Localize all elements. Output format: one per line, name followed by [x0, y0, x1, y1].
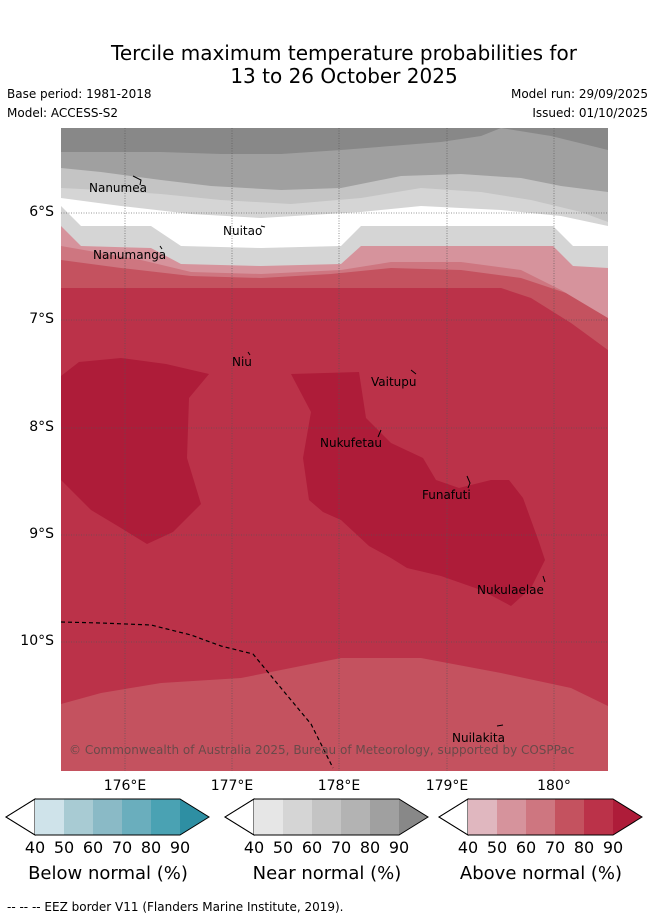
- above-70-band-south-2: [61, 724, 608, 771]
- lon-label-177e: 177°E: [210, 778, 254, 794]
- colorbar-above-normal: [438, 798, 643, 836]
- model-run: Model run: 29/09/2025: [510, 87, 648, 101]
- cb2-tick-50: 50: [272, 838, 294, 857]
- cb1-tick-80: 80: [140, 838, 162, 857]
- cb-below-70-80: [122, 799, 151, 835]
- eez-footer-note: -- -- -- EEZ border V11 (Flanders Marine…: [7, 900, 344, 914]
- copyright-notice: © Commonwealth of Australia 2025, Bureau…: [69, 743, 574, 757]
- lat-label-6s: 6°S: [29, 204, 54, 220]
- cb1-tick-40: 40: [24, 838, 46, 857]
- lat-label-9s: 9°S: [29, 526, 54, 542]
- eez-border-line: [61, 621, 334, 769]
- lon-label-178e: 178°E: [317, 778, 361, 794]
- issued-date: Issued: 01/10/2025: [532, 106, 648, 120]
- cb3-tick-90: 90: [602, 838, 624, 857]
- cb-below-40-50: [35, 799, 64, 835]
- model-name: Model: ACCESS-S2: [7, 106, 119, 120]
- cb-above-90-plus: [613, 799, 642, 835]
- lon-label-180: 180°: [537, 778, 571, 794]
- cb-above-80-90: [584, 799, 613, 835]
- place-label-nukufetau: Nukufetau: [320, 436, 382, 450]
- cb3-tick-60: 60: [515, 838, 537, 857]
- cb2-tick-90: 90: [388, 838, 410, 857]
- cb3-tick-80: 80: [573, 838, 595, 857]
- colorbar-below-normal: [5, 798, 210, 836]
- cb2-tick-60: 60: [301, 838, 323, 857]
- place-label-nanumea: Nanumea: [89, 181, 147, 195]
- title-line-2: 13 to 26 October 2025: [230, 64, 458, 88]
- colorbar-title-near: Near normal (%): [252, 863, 402, 884]
- cb-above-50-60: [497, 799, 526, 835]
- cb2-tick-40: 40: [243, 838, 265, 857]
- cb-above-60-70: [526, 799, 555, 835]
- lon-label-176e: 176°E: [103, 778, 147, 794]
- above-90-west: [61, 358, 209, 544]
- cb-near-80-90: [370, 799, 399, 835]
- title-line-1: Tercile maximum temperature probabilitie…: [111, 41, 577, 65]
- cb-above-40-50: [468, 799, 497, 835]
- lat-label-8s: 8°S: [29, 419, 54, 435]
- cb2-tick-80: 80: [359, 838, 381, 857]
- colorbar-title-above: Above normal (%): [459, 863, 623, 884]
- cb-near-40-50: [254, 799, 283, 835]
- colorbar-title-below: Below normal (%): [28, 863, 188, 884]
- cb-near-50-60: [283, 799, 312, 835]
- lon-label-179e: 179°E: [425, 778, 469, 794]
- cb-near-60-70: [312, 799, 341, 835]
- near-90-band: [61, 128, 608, 154]
- place-label-nuitao: Nuitao: [223, 224, 262, 238]
- lat-label-10s: 10°S: [20, 633, 54, 649]
- place-label-funafuti: Funafuti: [422, 488, 471, 502]
- probability-map[interactable]: Nanumea Nuitao Nanumanga Niu Vaitupu Nuk…: [61, 128, 608, 771]
- cb-below-80-90: [151, 799, 180, 835]
- above-90-central: [291, 372, 545, 606]
- place-label-niu: Niu: [232, 355, 252, 369]
- cb2-tick-70: 70: [330, 838, 352, 857]
- cb-near-90-plus: [399, 799, 428, 835]
- place-label-nuilakita: Nuilakita: [452, 731, 505, 745]
- cb3-tick-50: 50: [486, 838, 508, 857]
- cb-above-70-80: [555, 799, 584, 835]
- cb-below-90-plus: [180, 799, 209, 835]
- colorbar-near-normal: [224, 798, 429, 836]
- cb3-tick-70: 70: [544, 838, 566, 857]
- cb1-tick-60: 60: [82, 838, 104, 857]
- base-period: Base period: 1981-2018: [7, 87, 152, 101]
- cb3-tick-40: 40: [457, 838, 479, 857]
- place-label-vaitupu: Vaitupu: [371, 375, 417, 389]
- lat-label-7s: 7°S: [29, 311, 54, 327]
- cb-near-70-80: [341, 799, 370, 835]
- cb1-tick-90: 90: [169, 838, 191, 857]
- cb-below-60-70: [93, 799, 122, 835]
- cb-below-50-60: [64, 799, 93, 835]
- cb1-tick-50: 50: [53, 838, 75, 857]
- place-label-nukulaelae: Nukulaelae: [477, 583, 544, 597]
- cb1-tick-70: 70: [111, 838, 133, 857]
- place-label-nanumanga: Nanumanga: [93, 248, 166, 262]
